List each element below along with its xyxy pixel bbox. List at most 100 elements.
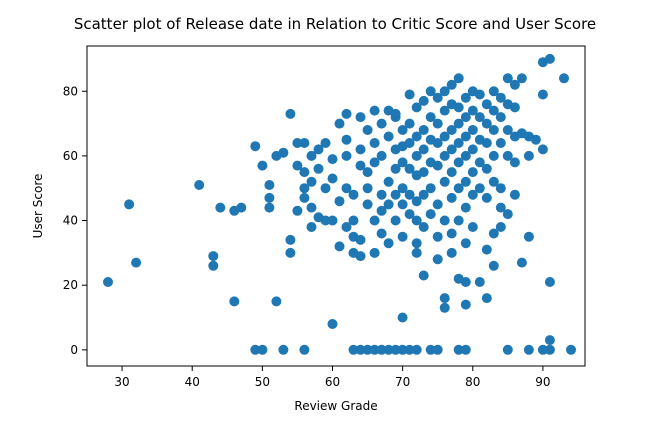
data-point (271, 296, 282, 307)
data-point (446, 79, 457, 90)
x-tick-label: 40 (185, 375, 200, 389)
data-point (404, 89, 415, 100)
data-point (481, 99, 492, 110)
y-tick-label: 60 (63, 149, 78, 163)
data-point (446, 247, 457, 258)
data-point (432, 231, 443, 242)
data-point (341, 108, 352, 119)
data-point (376, 189, 387, 200)
data-point (495, 183, 506, 194)
data-point (348, 189, 359, 200)
data-point (131, 257, 142, 268)
data-point (474, 112, 485, 123)
data-points (103, 53, 576, 355)
plot-frame (86, 45, 586, 367)
data-point (488, 260, 499, 271)
data-point (460, 131, 471, 142)
data-point (208, 260, 219, 271)
data-point (439, 86, 450, 97)
x-tick-label: 90 (535, 375, 550, 389)
data-point (418, 125, 429, 135)
x-tick-label: 50 (255, 375, 270, 389)
data-point (502, 150, 513, 161)
data-point (453, 157, 464, 168)
data-point (404, 163, 415, 174)
data-point (559, 73, 569, 84)
data-point (481, 293, 492, 304)
data-point (327, 154, 338, 165)
data-point (516, 257, 527, 268)
data-point (327, 215, 338, 226)
data-point (488, 125, 499, 135)
data-point (404, 209, 415, 220)
data-point (460, 176, 471, 187)
data-point (411, 247, 422, 258)
data-point (313, 163, 324, 174)
y-axis: 0 20 40 60 80 (63, 84, 87, 357)
data-point (383, 238, 394, 249)
x-tick-label: 80 (465, 375, 480, 389)
data-point (376, 118, 387, 129)
data-point (320, 215, 331, 226)
y-tick-label: 80 (63, 84, 78, 98)
data-point (453, 215, 464, 226)
data-point (278, 344, 289, 355)
data-point (348, 344, 359, 355)
data-point (229, 296, 240, 307)
data-point (397, 344, 408, 355)
data-point (208, 251, 219, 262)
data-point (509, 102, 520, 113)
data-point (432, 344, 443, 355)
data-point (439, 176, 450, 187)
data-point (502, 209, 513, 220)
data-point (502, 344, 513, 355)
data-point (425, 183, 436, 194)
data-point (285, 247, 296, 258)
data-point (460, 299, 471, 310)
data-point (418, 167, 429, 178)
data-point (404, 118, 415, 129)
data-point (537, 89, 548, 100)
data-point (467, 222, 478, 232)
data-point (250, 344, 261, 355)
data-point (418, 95, 429, 106)
data-point (397, 183, 408, 194)
data-point (453, 118, 464, 129)
data-point (362, 167, 373, 178)
data-point (418, 144, 429, 155)
data-point (495, 202, 506, 213)
data-point (488, 105, 499, 116)
data-point (460, 277, 471, 287)
data-point (453, 102, 464, 113)
data-point (334, 118, 345, 129)
data-point (411, 102, 422, 113)
data-point (439, 215, 450, 226)
data-point (481, 118, 492, 129)
data-point (439, 293, 450, 304)
data-point (124, 199, 135, 210)
data-point (481, 163, 492, 174)
data-point (467, 144, 478, 155)
data-point (264, 202, 275, 213)
data-point (334, 241, 345, 252)
y-tick-label: 20 (63, 278, 78, 292)
data-point (355, 112, 366, 123)
data-point (488, 176, 499, 187)
data-point (495, 92, 506, 103)
data-point (341, 150, 352, 161)
y-axis-label: User Score (31, 174, 45, 239)
data-point (432, 254, 443, 265)
data-point (362, 344, 373, 355)
data-point (383, 131, 394, 142)
data-point (313, 144, 324, 155)
data-point (397, 125, 408, 135)
data-point (432, 138, 443, 148)
data-point (439, 150, 450, 161)
data-point (397, 231, 408, 242)
data-point (481, 138, 492, 148)
x-tick-label: 60 (325, 375, 340, 389)
data-point (411, 215, 422, 226)
data-point (320, 183, 331, 194)
data-point (453, 344, 464, 355)
